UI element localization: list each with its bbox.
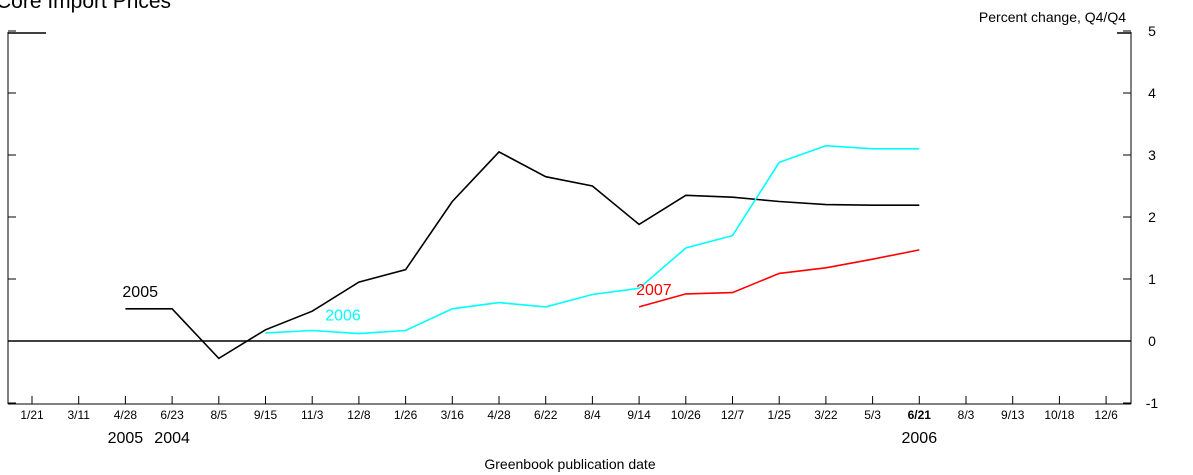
- x-tick-label: 6/22: [534, 408, 558, 422]
- series-label-2005: 2005: [122, 284, 158, 301]
- y-tick-label: 4: [1148, 85, 1156, 101]
- x-tick-label: 6/23: [160, 408, 184, 422]
- y-tick-label: 2: [1148, 209, 1156, 225]
- x-tick-label: 1/25: [768, 408, 792, 422]
- y-tick-label: -1: [1146, 395, 1159, 411]
- x-tick-label: 5/3: [864, 408, 881, 422]
- series-line-2006: [265, 144, 920, 335]
- x-tick-label: 12/7: [721, 408, 745, 422]
- y-tick-label: 1: [1148, 271, 1156, 287]
- series-group: 2005 2006 2007: [122, 144, 920, 360]
- x-tick-label: 11/3: [301, 408, 324, 422]
- year-label: 2005: [108, 430, 144, 447]
- x-tick-label: 1/21: [20, 408, 44, 422]
- chart-title: Core Import Prices: [0, 0, 171, 13]
- y-tick-label: 0: [1148, 333, 1156, 349]
- series-line-2005: [125, 150, 920, 360]
- x-tick-label: 8/5: [210, 408, 227, 422]
- x-tick-label: 10/18: [1044, 408, 1074, 422]
- x-tick-label: 4/28: [114, 408, 138, 422]
- year-label: 2004: [154, 430, 190, 447]
- x-tick-label: 10/26: [671, 408, 701, 422]
- x-tick-label: 8/4: [584, 408, 601, 422]
- x-tick-label: 8/3: [958, 408, 975, 422]
- series-line-2007: [638, 249, 920, 308]
- x-tick-label: 4/28: [487, 408, 511, 422]
- y-tick-label: 3: [1148, 147, 1156, 163]
- y-tick-label: 5: [1148, 23, 1156, 39]
- x-tick-label: 1/26: [394, 408, 418, 422]
- x-tick-label: 9/15: [254, 408, 278, 422]
- x-axis-title: Greenbook publication date: [484, 456, 655, 472]
- x-tick-label: 3/11: [67, 408, 90, 422]
- x-tick-label: 9/13: [1001, 408, 1025, 422]
- x-tick-label: 3/22: [814, 408, 838, 422]
- plot-frame: [7, 32, 1132, 405]
- series-label-2006: 2006: [325, 307, 361, 324]
- y-axis-ticks: -1 0 1 2 3 4 5: [8, 23, 1158, 411]
- year-label: 2006: [902, 430, 938, 447]
- units-label: Percent change, Q4/Q4: [979, 9, 1126, 25]
- x-tick-label: 9/14: [627, 408, 651, 422]
- x-tick-label: 12/8: [347, 408, 371, 422]
- x-tick-label: 3/16: [441, 408, 465, 422]
- x-tick-label: 6/21: [908, 408, 932, 422]
- x-axis-ticks: 1/21 3/11 4/28 6/23 8/5 9/15 11/3 12/8 1/26 3/16 4…: [20, 396, 1118, 447]
- series-label-2007: 2007: [636, 282, 672, 299]
- x-tick-label: 12/6: [1094, 408, 1118, 422]
